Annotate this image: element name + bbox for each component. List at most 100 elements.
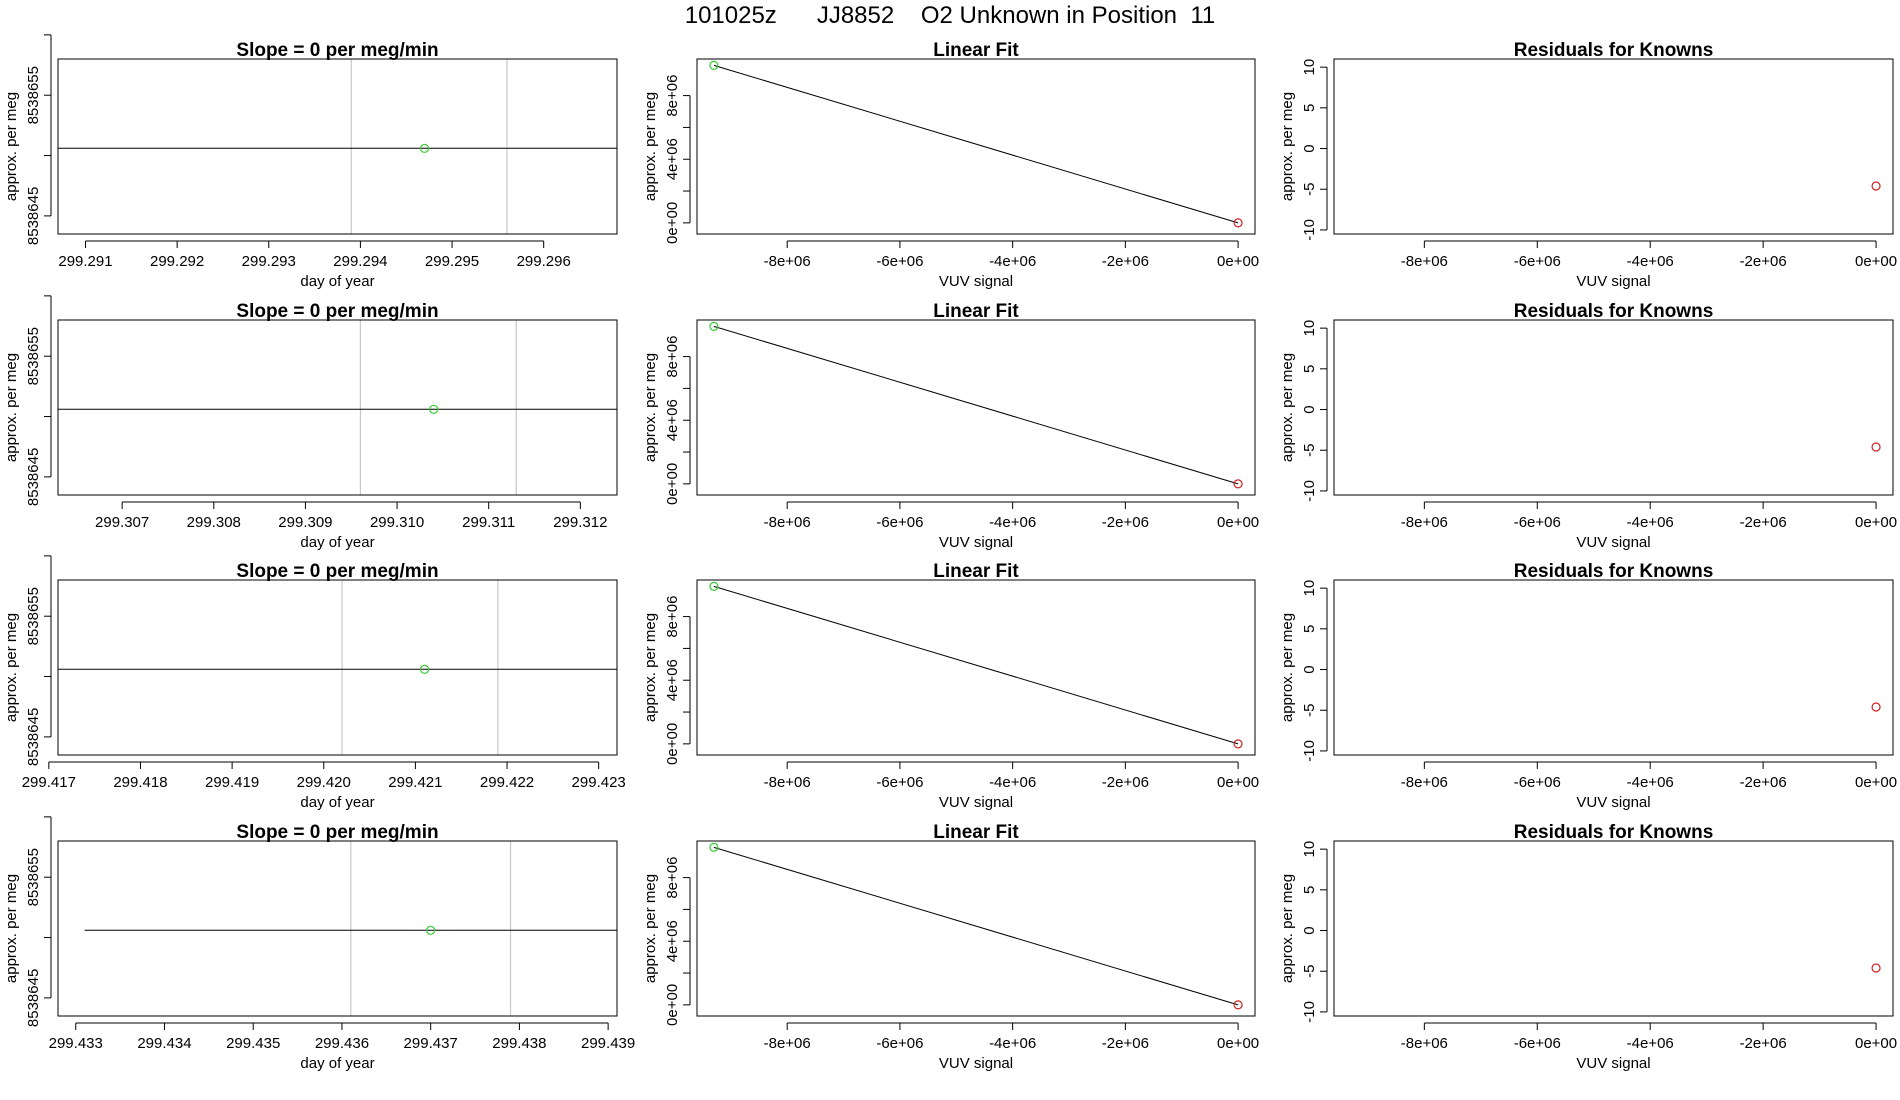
x-tick-label: 299.438 <box>492 1035 546 1052</box>
x-tick-label: -6e+06 <box>876 514 923 531</box>
y-tick-label: 10 <box>1301 320 1318 337</box>
fit-line <box>713 846 1239 1006</box>
x-tick-label: 299.292 <box>150 253 204 270</box>
x-tick-label: -4e+06 <box>989 253 1036 270</box>
x-axis-label: VUV signal <box>1576 273 1650 290</box>
fit-line <box>713 325 1239 485</box>
x-tick-label: -8e+06 <box>1401 1035 1448 1052</box>
y-tick-label: -10 <box>1301 219 1318 241</box>
x-tick-label: 299.422 <box>480 774 534 791</box>
known-point <box>1233 218 1243 228</box>
y-tick-label: -10 <box>1301 1001 1318 1023</box>
y-axis-label: approx. per meg <box>642 92 659 201</box>
panel-0-2: -8e+06 -6e+06 -4e+06 -2e+06 0e+00 -10 -5 0 5 10 Re… <box>1279 40 1897 290</box>
x-axis-label: VUV signal <box>1576 534 1650 551</box>
plot-frame <box>57 58 618 235</box>
plot-frame <box>1333 840 1894 1017</box>
panel-1-1: -8e+06 -6e+06 -4e+06 -2e+06 0e+00 0e+00 4e+06 8… <box>642 301 1259 551</box>
x-tick-label: 299.312 <box>553 514 607 531</box>
x-tick-label: -6e+06 <box>1514 774 1561 791</box>
panel-0-1: -8e+06 -6e+06 -4e+06 -2e+06 0e+00 0e+00 4e+06 8… <box>642 40 1259 290</box>
x-tick-label: -4e+06 <box>989 1035 1036 1052</box>
y-tick-label: 8538645 <box>25 448 42 506</box>
y-tick-label: 0e+00 <box>664 723 681 765</box>
x-tick-label: 299.293 <box>242 253 296 270</box>
x-tick-label: 299.421 <box>388 774 442 791</box>
y-tick-label: 8e+06 <box>664 857 681 899</box>
x-tick-label: 299.439 <box>581 1035 635 1052</box>
x-tick-label: -8e+06 <box>1401 514 1448 531</box>
x-tick-label: 299.436 <box>315 1035 369 1052</box>
y-tick-label: 5 <box>1301 886 1318 894</box>
panel-title: Slope = 0 per meg/min <box>236 822 438 843</box>
y-tick-label: 4e+06 <box>664 920 681 962</box>
y-tick-label: 4e+06 <box>664 399 681 441</box>
x-tick-label: -2e+06 <box>1102 774 1149 791</box>
x-axis-label: day of year <box>300 1055 374 1072</box>
x-tick-label: 299.437 <box>404 1035 458 1052</box>
y-tick-label: 10 <box>1301 580 1318 597</box>
x-tick-label: 0e+00 <box>1217 774 1259 791</box>
panel-title: Linear Fit <box>933 822 1019 843</box>
y-tick-label: 8e+06 <box>664 336 681 378</box>
x-tick-label: -2e+06 <box>1740 774 1787 791</box>
fit-line <box>713 585 1239 745</box>
y-tick-label: 10 <box>1301 59 1318 76</box>
x-tick-label: 299.435 <box>226 1035 280 1052</box>
known-point <box>1871 963 1881 973</box>
y-tick-label: 8538655 <box>25 66 42 124</box>
x-tick-label: 299.434 <box>137 1035 191 1052</box>
x-tick-label: 299.433 <box>49 1035 103 1052</box>
panel-1-0: 299.307 299.308 299.309 299.310 299.311 299.3… <box>3 295 618 551</box>
x-tick-label: 0e+00 <box>1217 253 1259 270</box>
x-tick-label: 299.295 <box>425 253 479 270</box>
x-tick-label: -4e+06 <box>1627 514 1674 531</box>
y-tick-label: 0 <box>1301 926 1318 934</box>
x-tick-label: -4e+06 <box>1627 774 1674 791</box>
y-axis-label: approx. per meg <box>1279 353 1296 462</box>
x-tick-label: 299.291 <box>58 253 112 270</box>
plot-frame <box>696 840 1256 1017</box>
known-point <box>1233 1000 1243 1010</box>
plot-frame <box>1333 58 1894 235</box>
y-tick-label: 8538655 <box>25 327 42 385</box>
x-tick-label: -6e+06 <box>1514 514 1561 531</box>
panel-title: Residuals for Knowns <box>1514 822 1714 843</box>
x-tick-label: 299.294 <box>333 253 387 270</box>
plot-frame <box>1333 579 1894 756</box>
unknown-point <box>429 404 439 414</box>
unknown-point <box>709 581 719 591</box>
panel-title: Slope = 0 per meg/min <box>236 301 438 322</box>
fit-line <box>713 64 1239 224</box>
x-tick-label: -2e+06 <box>1102 514 1149 531</box>
plot-frame <box>696 319 1256 496</box>
y-tick-label: 8538655 <box>25 848 42 906</box>
x-tick-label: 299.307 <box>95 514 149 531</box>
x-tick-label: -2e+06 <box>1740 253 1787 270</box>
panel-title: Linear Fit <box>933 301 1019 322</box>
y-axis-label: approx. per meg <box>3 613 20 722</box>
y-tick-label: -5 <box>1301 965 1318 978</box>
panel-1-2: -8e+06 -6e+06 -4e+06 -2e+06 0e+00 -10 -5 0 5 10 Re… <box>1279 301 1897 551</box>
x-tick-label: -6e+06 <box>876 1035 923 1052</box>
x-tick-label: 0e+00 <box>1855 1035 1897 1052</box>
y-tick-label: 0 <box>1301 144 1318 152</box>
panel-title: Residuals for Knowns <box>1514 301 1714 322</box>
x-axis-label: day of year <box>300 534 374 551</box>
known-point <box>1871 702 1881 712</box>
x-tick-label: -4e+06 <box>989 514 1036 531</box>
y-axis-label: approx. per meg <box>3 92 20 201</box>
panel-2-2: -8e+06 -6e+06 -4e+06 -2e+06 0e+00 -10 -5 0 5 10 Re… <box>1279 561 1897 811</box>
panel-title: Slope = 0 per meg/min <box>236 40 438 61</box>
y-axis-label: approx. per meg <box>3 874 20 983</box>
y-tick-label: 8538645 <box>25 969 42 1027</box>
x-tick-label: -4e+06 <box>1627 253 1674 270</box>
y-tick-label: 5 <box>1301 104 1318 112</box>
panel-title: Residuals for Knowns <box>1514 561 1714 582</box>
known-point <box>1233 479 1243 489</box>
panel-2-0: 299.417 299.418 299.419 299.420 299.421 299.4… <box>3 555 626 811</box>
known-point <box>1233 739 1243 749</box>
y-tick-label: -5 <box>1301 704 1318 717</box>
x-tick-label: 0e+00 <box>1217 1035 1259 1052</box>
